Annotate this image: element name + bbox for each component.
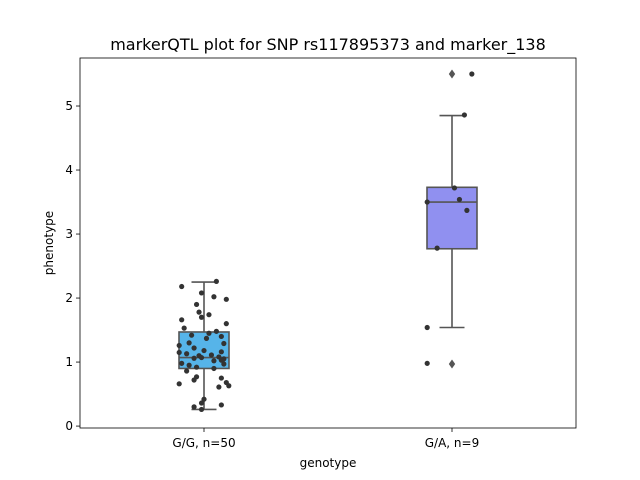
- data-point: [186, 362, 192, 368]
- data-point: [464, 207, 470, 213]
- data-point: [181, 325, 187, 331]
- data-point: [179, 283, 185, 290]
- data-point: [198, 290, 205, 296]
- data-point: [218, 357, 224, 363]
- data-point: [461, 112, 467, 118]
- outlier-marker: [448, 69, 456, 79]
- data-point: [191, 377, 197, 383]
- data-point: [424, 199, 430, 205]
- data-point: [201, 396, 207, 402]
- data-point: [193, 301, 200, 308]
- chart-title: markerQTL plot for SNP rs117895373 and m…: [110, 35, 546, 55]
- data-point: [213, 278, 219, 285]
- x-axis-label: genotype: [300, 456, 357, 470]
- data-point: [201, 347, 207, 354]
- data-point: [189, 332, 195, 338]
- x-tick-label: G/A, n=9: [425, 436, 479, 450]
- data-point: [211, 294, 217, 300]
- y-axis-label: phenotype: [42, 211, 56, 275]
- data-point: [218, 375, 224, 381]
- data-point: [206, 330, 212, 336]
- data-point: [434, 245, 440, 251]
- data-point: [208, 352, 215, 358]
- data-point: [179, 317, 185, 323]
- plot-frame: [79, 57, 577, 429]
- data-point: [469, 71, 475, 77]
- data-point: [176, 349, 182, 356]
- data-point: [193, 364, 200, 370]
- data-point: [191, 355, 197, 361]
- data-point: [211, 365, 217, 372]
- data-point: [198, 400, 205, 406]
- data-point: [186, 340, 192, 346]
- box-iqr: [426, 186, 478, 250]
- data-point: [176, 381, 182, 387]
- data-point: [176, 342, 182, 349]
- data-point: [198, 406, 205, 413]
- y-tick-label: 4: [65, 163, 73, 177]
- data-point: [424, 360, 430, 366]
- y-tick-label: 0: [65, 419, 73, 433]
- data-point: [223, 296, 229, 302]
- outlier-marker: [448, 359, 456, 369]
- data-point: [211, 358, 217, 364]
- data-point: [184, 351, 190, 357]
- data-point: [218, 402, 224, 408]
- data-point: [226, 383, 232, 389]
- y-tick-label: 3: [65, 227, 73, 241]
- data-point: [223, 321, 229, 327]
- data-point: [198, 314, 205, 320]
- data-point: [424, 324, 430, 331]
- data-point: [179, 360, 185, 366]
- data-point: [191, 404, 197, 410]
- data-point: [218, 333, 224, 340]
- x-tick-label: G/G, n=50: [172, 436, 235, 450]
- data-point: [221, 361, 227, 367]
- data-point: [198, 354, 205, 361]
- data-point: [203, 335, 210, 341]
- data-point: [221, 340, 227, 347]
- data-point: [206, 312, 212, 318]
- data-point: [196, 309, 202, 315]
- data-point: [451, 185, 458, 191]
- data-point: [216, 384, 222, 390]
- y-tick-label: 1: [65, 355, 73, 369]
- data-point: [218, 349, 224, 355]
- y-tick-label: 2: [65, 291, 73, 305]
- y-tick-label: 5: [65, 99, 73, 113]
- data-point: [191, 345, 197, 351]
- data-point: [184, 368, 190, 374]
- box-group-1: [176, 278, 232, 413]
- box-group-2: [424, 69, 478, 369]
- data-point: [213, 328, 219, 334]
- data-point: [456, 196, 463, 203]
